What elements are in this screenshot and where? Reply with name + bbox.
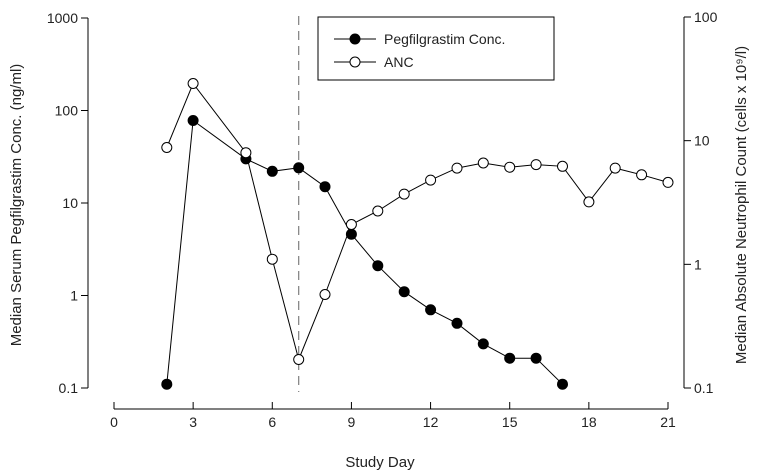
y-right-tick-label: 1 <box>694 256 702 272</box>
y-axis-right-title: Median Absolute Neutrophil Count (cells … <box>733 46 750 364</box>
data-point-pegfilgrastim <box>425 304 437 316</box>
legend: Pegfilgrastim Conc. ANC <box>317 16 555 81</box>
data-point-anc <box>451 162 463 174</box>
data-point-anc <box>240 147 252 159</box>
x-axis-title: Study Day <box>345 454 415 471</box>
data-point-pegfilgrastim <box>451 317 463 329</box>
axes: 0 3 6 9 12 15 18 21 0.1 1 10 100 1000 0.1 1 10 100 <box>47 9 718 430</box>
x-tick-label: 15 <box>502 414 518 430</box>
x-tick-label: 12 <box>423 414 439 430</box>
data-point-anc <box>293 354 305 365</box>
y-right-tick-label: 0.1 <box>694 380 714 396</box>
y-left-tick-label: 1 <box>70 288 78 304</box>
x-tick-label: 3 <box>189 414 197 430</box>
x-tick-label: 18 <box>581 414 597 430</box>
legend-label-pegfilgrastim: Pegfilgrastim Conc. <box>384 31 505 47</box>
y-left-tick-label: 0.1 <box>59 380 79 396</box>
data-point-anc <box>636 169 648 181</box>
data-point-anc <box>266 253 278 265</box>
y-axis-left-title: Median Serum Pegfilgrastim Conc. (ng/ml) <box>8 64 25 347</box>
y-left-tick-label: 100 <box>55 103 79 119</box>
series-line-pegfilgrastim <box>166 119 563 385</box>
data-point-anc <box>504 161 516 173</box>
x-tick-label: 21 <box>660 414 676 430</box>
data-point-pegfilgrastim <box>530 352 542 364</box>
data-point-anc <box>609 162 621 174</box>
data-point-anc <box>161 142 173 153</box>
data-point-pegfilgrastim <box>293 162 305 174</box>
data-point-pegfilgrastim <box>477 338 489 350</box>
x-tick-label: 9 <box>348 414 356 430</box>
data-point-anc <box>345 219 357 230</box>
data-point-anc <box>662 176 674 188</box>
data-point-anc <box>398 188 410 200</box>
data-point-pegfilgrastim <box>319 181 331 193</box>
data-point-anc <box>187 78 199 89</box>
series <box>161 16 674 392</box>
legend-marker-pegfilgrastim <box>349 33 361 45</box>
data-point-anc <box>425 174 437 186</box>
data-point-pegfilgrastim <box>161 378 173 390</box>
legend-marker-anc <box>349 56 361 68</box>
data-point-pegfilgrastim <box>504 352 516 364</box>
data-point-anc <box>530 159 542 171</box>
data-point-pegfilgrastim <box>398 286 410 298</box>
data-point-pegfilgrastim <box>266 165 278 177</box>
legend-label-anc: ANC <box>384 54 414 70</box>
legend-box <box>317 16 555 81</box>
data-point-anc <box>583 196 595 208</box>
y-left-tick-label: 1000 <box>47 10 78 26</box>
x-tick-label: 0 <box>110 414 118 430</box>
data-point-pegfilgrastim <box>187 115 199 126</box>
series-line-anc <box>166 82 669 362</box>
data-point-pegfilgrastim <box>557 378 568 390</box>
y-right-tick-label: 100 <box>694 9 718 25</box>
data-point-anc <box>557 160 568 172</box>
y-right-tick-label: 10 <box>694 133 710 149</box>
data-point-anc <box>477 157 489 169</box>
data-point-anc <box>372 205 384 217</box>
data-point-anc <box>319 289 331 300</box>
x-tick-label: 6 <box>268 414 276 430</box>
data-point-pegfilgrastim <box>372 260 384 272</box>
y-left-tick-label: 10 <box>62 195 78 211</box>
